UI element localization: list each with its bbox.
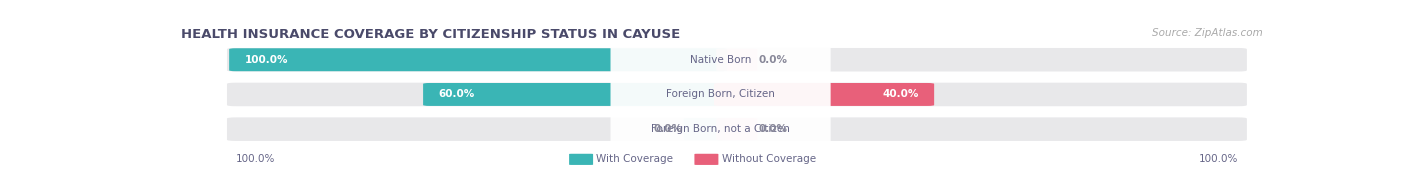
FancyBboxPatch shape — [226, 117, 1247, 141]
FancyBboxPatch shape — [229, 48, 727, 71]
Text: HEALTH INSURANCE COVERAGE BY CITIZENSHIP STATUS IN CAYUSE: HEALTH INSURANCE COVERAGE BY CITIZENSHIP… — [181, 28, 681, 41]
Text: 100.0%: 100.0% — [1199, 154, 1239, 164]
FancyBboxPatch shape — [714, 83, 934, 106]
Text: Foreign Born, not a Citizen: Foreign Born, not a Citizen — [651, 124, 790, 134]
FancyBboxPatch shape — [423, 83, 727, 106]
Text: 0.0%: 0.0% — [654, 124, 682, 134]
FancyBboxPatch shape — [683, 118, 725, 140]
Text: Foreign Born, Citizen: Foreign Born, Citizen — [666, 89, 775, 99]
Text: 0.0%: 0.0% — [759, 55, 787, 65]
FancyBboxPatch shape — [716, 49, 758, 71]
Text: 100.0%: 100.0% — [245, 55, 288, 65]
Text: 0.0%: 0.0% — [759, 124, 787, 134]
Text: Without Coverage: Without Coverage — [721, 154, 815, 164]
Text: 100.0%: 100.0% — [236, 154, 276, 164]
Text: 40.0%: 40.0% — [883, 89, 920, 99]
FancyBboxPatch shape — [569, 154, 593, 165]
FancyBboxPatch shape — [716, 118, 758, 140]
FancyBboxPatch shape — [610, 47, 831, 73]
FancyBboxPatch shape — [610, 82, 831, 107]
Text: With Coverage: With Coverage — [596, 154, 673, 164]
FancyBboxPatch shape — [226, 83, 1247, 106]
Text: 60.0%: 60.0% — [439, 89, 475, 99]
FancyBboxPatch shape — [226, 48, 1247, 72]
Text: Source: ZipAtlas.com: Source: ZipAtlas.com — [1153, 28, 1263, 38]
Text: Native Born: Native Born — [690, 55, 751, 65]
FancyBboxPatch shape — [610, 116, 831, 142]
FancyBboxPatch shape — [695, 154, 718, 165]
